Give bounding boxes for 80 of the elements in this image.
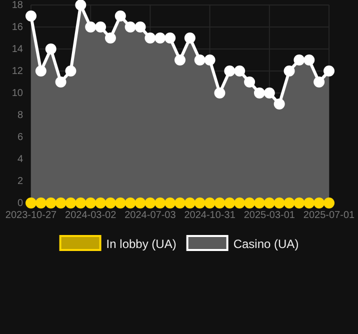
point xyxy=(314,198,325,208)
point xyxy=(254,88,265,98)
x-tick-label: 2025-03-01 xyxy=(244,210,296,222)
point xyxy=(144,32,156,44)
point xyxy=(65,198,76,208)
y-tick-label: 0 xyxy=(17,198,24,210)
point xyxy=(124,198,136,208)
point xyxy=(254,198,265,208)
point xyxy=(214,198,226,208)
point xyxy=(194,54,206,66)
point xyxy=(324,66,334,76)
point xyxy=(284,66,295,76)
point xyxy=(35,66,46,76)
point xyxy=(65,66,76,76)
point xyxy=(204,54,216,66)
point xyxy=(224,198,236,208)
point xyxy=(104,32,116,44)
point xyxy=(164,32,176,44)
y-tick-label: 10 xyxy=(12,88,24,100)
x-tick-label: 2024-07-03 xyxy=(124,210,176,222)
y-tick-label: 2 xyxy=(17,176,24,188)
legend-label: Casino (UA) xyxy=(233,237,299,251)
point xyxy=(114,198,126,208)
point xyxy=(184,198,196,208)
point xyxy=(194,198,206,208)
point xyxy=(304,54,315,66)
point xyxy=(55,198,66,208)
y-tick-label: 18 xyxy=(12,0,24,12)
x-tick-label: 2025-07-01 xyxy=(303,210,356,222)
point xyxy=(314,76,325,88)
point xyxy=(154,198,166,208)
point xyxy=(45,44,56,54)
point xyxy=(324,198,334,208)
point xyxy=(134,198,146,208)
point xyxy=(26,198,36,208)
point xyxy=(244,198,256,208)
point xyxy=(204,198,216,208)
point xyxy=(85,198,96,208)
point xyxy=(184,32,196,44)
point xyxy=(234,198,246,208)
y-tick-label: 4 xyxy=(17,154,24,166)
point xyxy=(154,32,166,44)
point xyxy=(294,198,305,208)
point xyxy=(104,198,116,208)
x-tick-label: 2024-10-31 xyxy=(184,210,236,222)
point xyxy=(144,198,156,208)
point xyxy=(134,22,146,32)
point xyxy=(304,198,315,208)
point xyxy=(234,66,246,76)
point xyxy=(174,54,186,66)
point xyxy=(264,198,275,208)
point xyxy=(284,198,295,208)
point xyxy=(274,198,285,208)
point xyxy=(224,66,236,76)
point xyxy=(294,54,305,66)
point xyxy=(244,76,256,88)
point xyxy=(164,198,176,208)
point xyxy=(174,198,186,208)
y-tick-label: 6 xyxy=(17,132,24,144)
point xyxy=(124,22,136,32)
point xyxy=(45,198,56,208)
y-tick-label: 14 xyxy=(12,44,24,56)
point xyxy=(35,198,46,208)
point xyxy=(95,198,106,208)
point xyxy=(75,0,86,10)
point xyxy=(264,88,275,98)
point xyxy=(85,22,96,32)
y-tick-label: 16 xyxy=(12,22,24,34)
point xyxy=(274,98,285,110)
y-tick-label: 8 xyxy=(17,110,24,122)
legend-label: In lobby (UA) xyxy=(106,237,176,251)
point xyxy=(75,198,86,208)
point xyxy=(26,10,36,22)
point xyxy=(55,76,66,88)
x-tick-label: 2023-10-27 xyxy=(5,210,58,222)
point xyxy=(95,22,106,32)
point xyxy=(114,10,126,22)
y-tick-label: 12 xyxy=(12,66,24,78)
point xyxy=(214,88,226,98)
x-tick-label: 2024-03-02 xyxy=(65,210,117,222)
